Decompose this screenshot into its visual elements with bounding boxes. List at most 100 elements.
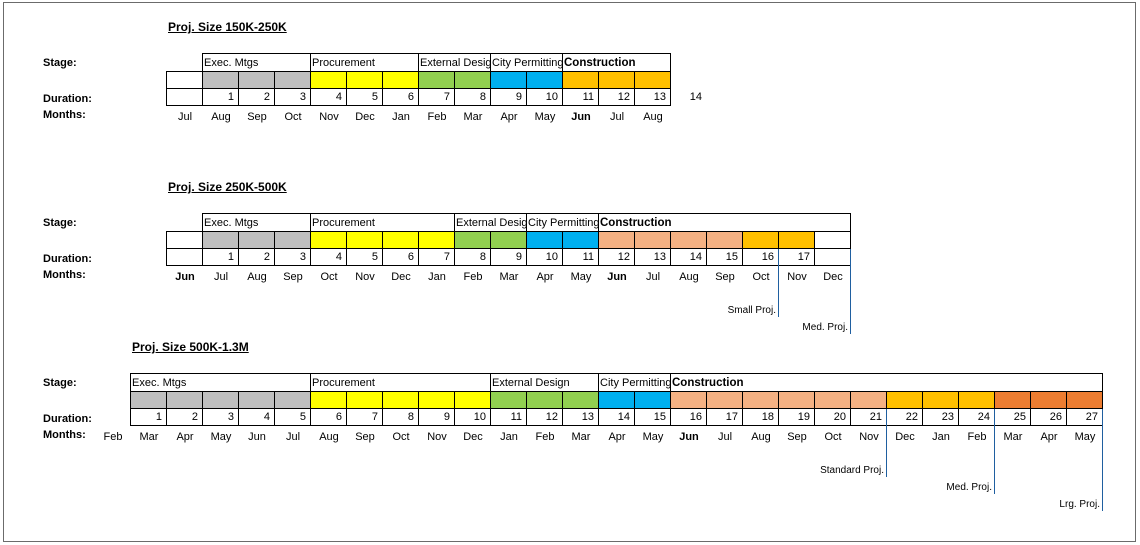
duration-number: 17 xyxy=(797,251,810,263)
stage-top-line xyxy=(130,373,1102,374)
duration-cell xyxy=(634,88,671,106)
month-label: Aug xyxy=(751,431,771,443)
stage-name-exec-mtgs: Exec. Mtgs xyxy=(204,57,259,69)
stage-divider xyxy=(598,213,599,231)
timeline-cell xyxy=(850,391,887,409)
duration-number: 27 xyxy=(1085,411,1098,423)
marker-line xyxy=(778,249,779,317)
duration-number: 13 xyxy=(653,91,666,103)
month-label: Jan xyxy=(932,431,950,443)
timeline-cell xyxy=(490,231,527,249)
month-label: Mar xyxy=(1003,431,1023,443)
chart-title: Proj. Size 150K-250K xyxy=(168,20,287,34)
timeline-cell xyxy=(166,391,203,409)
month-label: Mar xyxy=(463,111,483,123)
stage-label: Stage: xyxy=(43,377,77,389)
month-label: Mar xyxy=(571,431,591,443)
marker-line xyxy=(850,249,851,334)
month-label: Jul xyxy=(645,271,661,283)
timeline-cell xyxy=(382,71,419,89)
timeline-cell xyxy=(562,391,599,409)
month-label: Jun xyxy=(679,431,699,443)
month-label: Aug xyxy=(679,271,699,283)
timeline-cell xyxy=(706,391,743,409)
timeline-cell xyxy=(310,391,347,409)
marker-label: Lrg. Proj. xyxy=(1059,499,1100,510)
month-label: Mar xyxy=(139,431,159,443)
timeline-cell xyxy=(670,391,707,409)
month-label: Oct xyxy=(752,271,770,283)
month-label: Dec xyxy=(895,431,915,443)
month-label: Nov xyxy=(427,431,447,443)
duration-number: 16 xyxy=(761,251,774,263)
duration-number: 4 xyxy=(335,91,342,103)
marker-label: Standard Proj. xyxy=(820,465,884,476)
month-label: Sep xyxy=(787,431,807,443)
duration-number: 13 xyxy=(581,411,594,423)
duration-number: 15 xyxy=(653,411,666,423)
duration-number: 23 xyxy=(941,411,954,423)
spreadsheet-frame xyxy=(3,2,1136,542)
month-label: May xyxy=(570,271,592,283)
month-label: Apr xyxy=(176,431,194,443)
stage-label: Stage: xyxy=(43,217,77,229)
duration-number: 6 xyxy=(407,91,414,103)
timeline-cell xyxy=(634,231,671,249)
month-label: Jul xyxy=(717,431,733,443)
timeline-cell xyxy=(814,231,851,249)
stage-name-city-permitting: City Permitting xyxy=(492,57,562,69)
month-label: Feb xyxy=(463,271,483,283)
month-label: Jan xyxy=(500,431,518,443)
month-label: Aug xyxy=(643,111,663,123)
stage-name-external-design: External Design xyxy=(420,57,490,69)
duration-label: Duration: xyxy=(43,413,92,425)
timeline-cell xyxy=(418,231,455,249)
duration-number: 6 xyxy=(407,251,414,263)
blank-cell xyxy=(166,71,203,89)
timeline-cell xyxy=(742,231,779,249)
timeline-cell xyxy=(454,391,491,409)
month-label: Oct xyxy=(392,431,410,443)
month-label: Apr xyxy=(608,431,626,443)
timeline-cell xyxy=(274,71,311,89)
timeline-cell xyxy=(202,391,239,409)
duration-number: 21 xyxy=(869,411,882,423)
month-label: Oct xyxy=(320,271,338,283)
duration-number: 7 xyxy=(371,411,378,423)
duration-number: 11 xyxy=(582,91,594,103)
marker-label: Med. Proj. xyxy=(946,482,992,493)
stage-end-divider xyxy=(1102,373,1103,391)
stage-name-exec-mtgs: Exec. Mtgs xyxy=(204,217,259,229)
duration-number: 7 xyxy=(443,91,450,103)
timeline-cell xyxy=(382,391,419,409)
timeline-cell xyxy=(598,71,635,89)
timeline-cell xyxy=(490,71,527,89)
duration-number: 19 xyxy=(797,411,810,423)
duration-number: 3 xyxy=(227,411,234,423)
stage-name-procurement: Procurement xyxy=(312,217,375,229)
chart-title: Proj. Size 250K-500K xyxy=(168,180,287,194)
month-label: Feb xyxy=(535,431,555,443)
duration-number: 5 xyxy=(371,251,378,263)
months-label: Months: xyxy=(43,109,86,121)
stage-divider xyxy=(310,373,311,391)
duration-number: 10 xyxy=(545,251,558,263)
timeline-cell xyxy=(454,71,491,89)
stage-divider xyxy=(202,53,203,71)
duration-number: 14 xyxy=(617,411,630,423)
month-label: May xyxy=(534,111,556,123)
duration-number: 9 xyxy=(515,251,522,263)
duration-number: 11 xyxy=(582,251,594,263)
month-label: Nov xyxy=(859,431,879,443)
timeline-cell xyxy=(490,391,527,409)
month-label: Jul xyxy=(213,271,229,283)
stage-name-construction: Construction xyxy=(600,217,672,229)
duration-number: 10 xyxy=(473,411,486,423)
month-label: Dec xyxy=(463,431,483,443)
timeline-cell xyxy=(1066,391,1103,409)
timeline-cell xyxy=(202,71,239,89)
stage-name-external-design: External Design xyxy=(456,217,526,229)
month-label: Nov xyxy=(319,111,339,123)
duration-number: 1 xyxy=(227,91,234,103)
stage-divider xyxy=(418,53,419,71)
